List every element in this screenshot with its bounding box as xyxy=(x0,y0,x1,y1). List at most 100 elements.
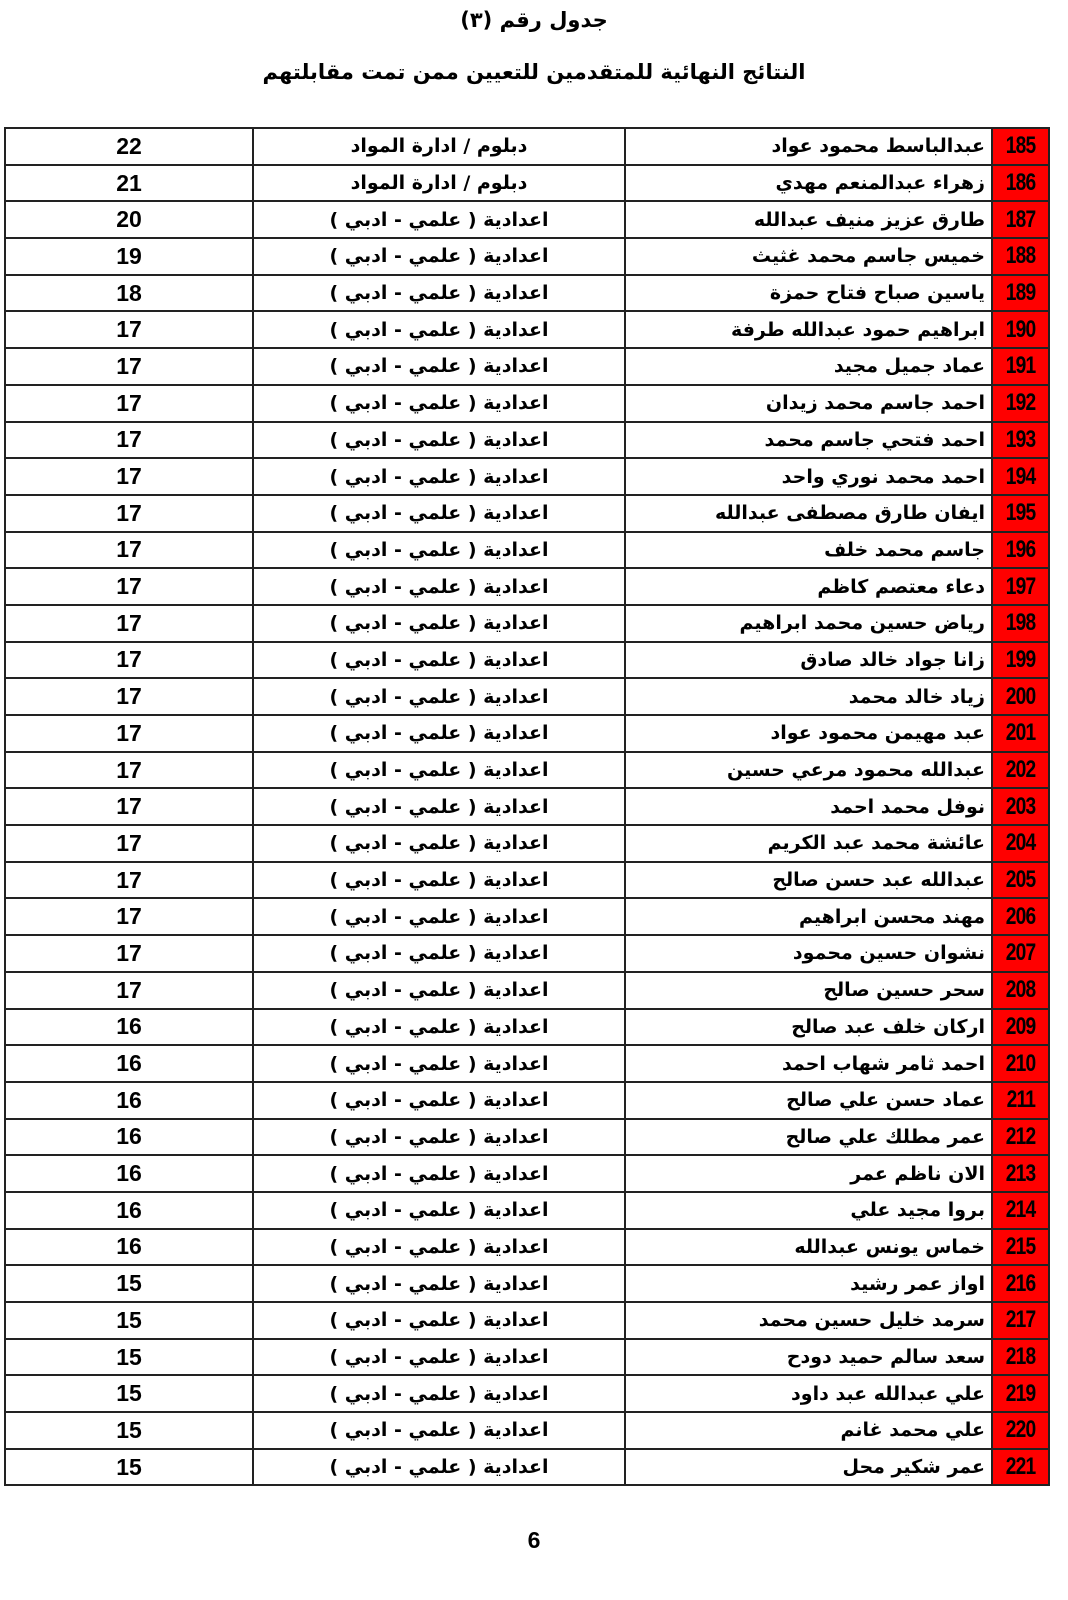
row-number: 214 xyxy=(1005,1196,1036,1224)
table-row: 18 اعدادية ( علمي - ادبي ) ياسين صباح فتاح… xyxy=(4,273,1050,313)
score-cell: 17 xyxy=(4,787,254,827)
row-number: 207 xyxy=(1005,939,1036,967)
table-row: 15 اعدادية ( علمي - ادبي ) عمر شكير محل 221 xyxy=(4,1447,1050,1487)
page-number: 6 xyxy=(527,1527,541,1553)
table-row: 20 اعدادية ( علمي - ادبي ) طارق عزيز منيف … xyxy=(4,200,1050,240)
number-cell: 188 xyxy=(991,237,1050,276)
qualification-cell: اعدادية ( علمي - ادبي ) xyxy=(252,1007,626,1047)
table-row: 17 اعدادية ( علمي - ادبي ) ايفان طارق مصطف… xyxy=(4,493,1050,533)
number-cell: 196 xyxy=(991,530,1050,570)
qualification-cell: اعدادية ( علمي - ادبي ) xyxy=(252,714,626,753)
number-cell: 202 xyxy=(991,750,1050,790)
name-cell: عمر شكير محل xyxy=(624,1447,993,1487)
name-cell: نشوان حسين محمود xyxy=(624,934,993,973)
number-cell: 211 xyxy=(991,1080,1050,1120)
score-cell: 15 xyxy=(4,1447,254,1487)
score-cell: 17 xyxy=(4,310,254,350)
row-number: 212 xyxy=(1005,1122,1036,1150)
table-row: 16 اعدادية ( علمي - ادبي ) خماس يونس عبدال… xyxy=(4,1227,1050,1267)
table-row: 17 اعدادية ( علمي - ادبي ) سحر حسين صالح 20… xyxy=(4,970,1050,1010)
name-cell: طارق عزيز منيف عبدالله xyxy=(624,200,993,240)
number-cell: 221 xyxy=(991,1447,1050,1487)
score-cell: 22 xyxy=(4,127,254,166)
table-row: 16 اعدادية ( علمي - ادبي ) عماد حسن علي صا… xyxy=(4,1080,1050,1120)
name-cell: مهند محسن ابراهيم xyxy=(624,897,993,937)
name-cell: سعد سالم حميد دودح xyxy=(624,1337,993,1377)
row-number: 210 xyxy=(1005,1049,1036,1077)
number-cell: 207 xyxy=(991,934,1050,973)
number-cell: 186 xyxy=(991,163,1050,203)
number-cell: 208 xyxy=(991,970,1050,1010)
qualification-cell: دبلوم / ادارة المواد xyxy=(252,163,626,203)
qualification-cell: اعدادية ( علمي - ادبي ) xyxy=(252,567,626,606)
row-number: 218 xyxy=(1005,1343,1036,1371)
number-cell: 198 xyxy=(991,603,1050,643)
table-row: 15 اعدادية ( علمي - ادبي ) اواز عمر رشيد 21… xyxy=(4,1264,1050,1303)
name-cell: ايفان طارق مصطفى عبدالله xyxy=(624,493,993,533)
name-cell: سرمد خليل حسين محمد xyxy=(624,1301,993,1340)
row-number: 208 xyxy=(1005,976,1036,1004)
number-cell: 195 xyxy=(991,493,1050,533)
name-cell: خماس يونس عبدالله xyxy=(624,1227,993,1267)
score-cell: 17 xyxy=(4,750,254,790)
row-number: 191 xyxy=(1005,352,1036,380)
name-cell: عبدالله عبد حسن صالح xyxy=(624,860,993,900)
row-number: 201 xyxy=(1005,719,1036,747)
number-cell: 215 xyxy=(991,1227,1050,1267)
score-cell: 18 xyxy=(4,273,254,313)
number-cell: 213 xyxy=(991,1154,1050,1193)
qualification-cell: اعدادية ( علمي - ادبي ) xyxy=(252,493,626,533)
name-cell: سحر حسين صالح xyxy=(624,970,993,1010)
table-row: 22 دبلوم / ادارة المواد عبدالباسط محمود عو… xyxy=(4,127,1050,166)
table-row: 15 اعدادية ( علمي - ادبي ) سرمد خليل حسين … xyxy=(4,1301,1050,1340)
table-row: 15 اعدادية ( علمي - ادبي ) سعد سالم حميد د… xyxy=(4,1337,1050,1377)
name-cell: خميس جاسم محمد غثيث xyxy=(624,237,993,276)
number-cell: 216 xyxy=(991,1264,1050,1303)
qualification-cell: اعدادية ( علمي - ادبي ) xyxy=(252,457,626,496)
table-row: 17 اعدادية ( علمي - ادبي ) مهند محسن ابراه… xyxy=(4,897,1050,937)
row-number: 192 xyxy=(1005,389,1036,417)
table-subtitle: النتائج النهائية للمتقدمين للتعيين ممن ت… xyxy=(262,60,806,84)
table-row: 17 اعدادية ( علمي - ادبي ) عبد مهيمن محمود… xyxy=(4,714,1050,753)
number-cell: 193 xyxy=(991,420,1050,460)
qualification-cell: اعدادية ( علمي - ادبي ) xyxy=(252,824,626,863)
row-number: 209 xyxy=(1005,1012,1036,1040)
table-row: 17 اعدادية ( علمي - ادبي ) احمد فتحي جاسم … xyxy=(4,420,1050,460)
qualification-cell: اعدادية ( علمي - ادبي ) xyxy=(252,750,626,790)
table-row: 15 اعدادية ( علمي - ادبي ) علي عبدالله عبد… xyxy=(4,1374,1050,1414)
qualification-cell: اعدادية ( علمي - ادبي ) xyxy=(252,200,626,240)
number-cell: 199 xyxy=(991,640,1050,680)
name-cell: زانا جواد خالد صادق xyxy=(624,640,993,680)
row-number: 215 xyxy=(1005,1232,1036,1260)
qualification-cell: اعدادية ( علمي - ادبي ) xyxy=(252,530,626,570)
table-row: 17 اعدادية ( علمي - ادبي ) جاسم محمد خلف 19… xyxy=(4,530,1050,570)
row-number: 211 xyxy=(1006,1086,1035,1114)
name-cell: نوفل محمد احمد xyxy=(624,787,993,827)
score-cell: 17 xyxy=(4,970,254,1010)
table-row: 17 اعدادية ( علمي - ادبي ) رياض حسين محمد … xyxy=(4,603,1050,643)
qualification-cell: اعدادية ( علمي - ادبي ) xyxy=(252,677,626,716)
score-cell: 16 xyxy=(4,1154,254,1193)
score-cell: 17 xyxy=(4,493,254,533)
table-row: 17 اعدادية ( علمي - ادبي ) احمد جاسم محمد … xyxy=(4,383,1050,423)
number-cell: 218 xyxy=(991,1337,1050,1377)
qualification-cell: اعدادية ( علمي - ادبي ) xyxy=(252,1154,626,1193)
score-cell: 17 xyxy=(4,897,254,937)
row-number: 216 xyxy=(1005,1269,1036,1297)
row-number: 186 xyxy=(1005,169,1036,197)
qualification-cell: اعدادية ( علمي - ادبي ) xyxy=(252,1374,626,1414)
qualification-cell: اعدادية ( علمي - ادبي ) xyxy=(252,1301,626,1340)
number-cell: 194 xyxy=(991,457,1050,496)
qualification-cell: اعدادية ( علمي - ادبي ) xyxy=(252,1117,626,1157)
score-cell: 16 xyxy=(4,1007,254,1047)
row-number: 220 xyxy=(1005,1416,1036,1444)
row-number: 196 xyxy=(1005,535,1036,563)
qualification-cell: اعدادية ( علمي - ادبي ) xyxy=(252,603,626,643)
table-row: 17 اعدادية ( علمي - ادبي ) ابراهيم حمود عب… xyxy=(4,310,1050,350)
qualification-cell: اعدادية ( علمي - ادبي ) xyxy=(252,1080,626,1120)
row-number: 205 xyxy=(1005,866,1036,894)
row-number: 203 xyxy=(1005,792,1036,820)
score-cell: 16 xyxy=(4,1117,254,1157)
number-cell: 214 xyxy=(991,1190,1050,1230)
number-cell: 220 xyxy=(991,1411,1050,1450)
